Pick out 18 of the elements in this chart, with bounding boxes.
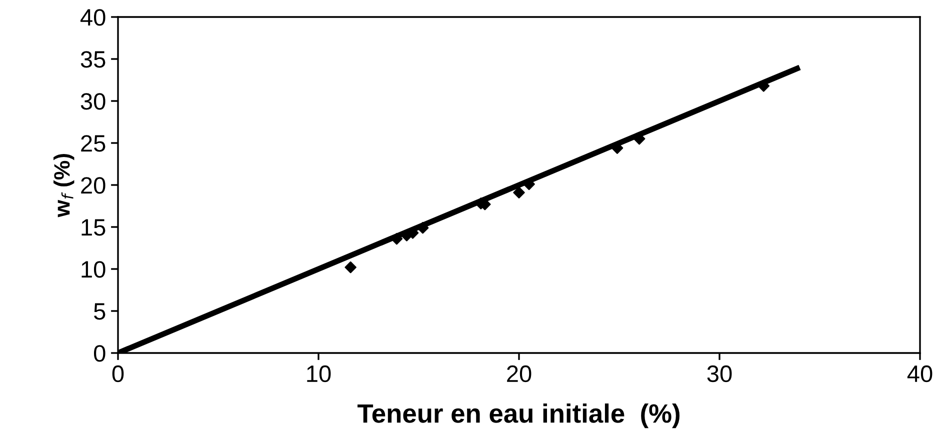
y-axis-title: w$_{f}$ (%) — [53, 154, 74, 218]
y-tick-label: 25 — [81, 135, 106, 152]
x-tick-label: 20 — [507, 365, 532, 382]
x-tick-label: 0 — [112, 365, 124, 382]
y-tick-label: 30 — [80, 93, 106, 110]
point — [344, 261, 356, 274]
y-tick-label: 15 — [82, 219, 106, 236]
y-tick-label: 10 — [82, 261, 106, 278]
y-tick-label: 35 — [80, 51, 106, 68]
point — [513, 186, 525, 198]
x-axis-title: Teneur en eau initiale (%) — [358, 403, 680, 428]
x-tick-label: 30 — [707, 365, 732, 382]
y-tick-label: 20 — [81, 177, 106, 194]
x-tick-label: 40 — [907, 365, 932, 382]
x-tick-label: 10 — [307, 365, 331, 382]
y-tick-label: 5 — [94, 303, 106, 320]
y-tick-label: 0 — [94, 345, 106, 362]
y-tick-label: 40 — [80, 9, 106, 26]
